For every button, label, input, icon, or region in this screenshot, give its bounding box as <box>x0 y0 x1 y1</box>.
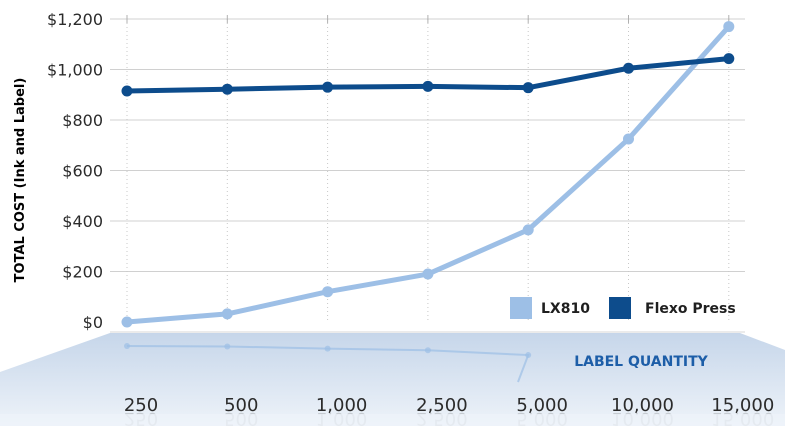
data-point-lx810 <box>623 133 634 144</box>
x-axis-label: LABEL QUANTITY <box>574 354 708 370</box>
data-point-flexo-press <box>122 85 133 96</box>
reflection-point <box>224 343 230 349</box>
data-point-flexo-press <box>222 84 233 95</box>
y-tick-label: $1,000 <box>47 61 103 80</box>
reflection-point <box>325 346 331 352</box>
legend: LX810 Flexo Press <box>510 297 736 319</box>
data-point-flexo-press <box>322 82 333 93</box>
grid <box>110 15 745 332</box>
reflection-point <box>525 352 531 358</box>
reflection-fade <box>0 414 785 426</box>
data-point-flexo-press <box>623 63 634 74</box>
data-point-lx810 <box>523 224 534 235</box>
legend-swatch-lx810 <box>510 297 532 319</box>
data-point-lx810 <box>322 286 333 297</box>
y-tick-label: $600 <box>62 162 103 181</box>
data-point-lx810 <box>422 269 433 280</box>
data-point-flexo-press <box>723 53 734 64</box>
y-axis-ticks: $0 $200 $400 $600 $800 $1,000 $1,200 <box>47 10 103 332</box>
data-point-lx810 <box>122 317 133 328</box>
reflection-point <box>124 343 130 349</box>
y-tick-label: $400 <box>62 212 103 231</box>
reflection-point <box>425 347 431 353</box>
legend-label-lx810: LX810 <box>541 301 590 317</box>
y-tick-label: $800 <box>62 111 103 130</box>
data-point-flexo-press <box>422 81 433 92</box>
legend-label-flexo: Flexo Press <box>645 301 736 317</box>
legend-swatch-flexo <box>609 297 631 319</box>
y-axis-label: TOTAL COST (Ink and Label) <box>13 78 28 283</box>
y-tick-label: $0 <box>83 313 103 332</box>
data-point-lx810 <box>723 21 734 32</box>
data-point-lx810 <box>222 308 233 319</box>
y-tick-label: $200 <box>62 263 103 282</box>
y-tick-label: $1,200 <box>47 10 103 29</box>
data-point-flexo-press <box>523 82 534 93</box>
